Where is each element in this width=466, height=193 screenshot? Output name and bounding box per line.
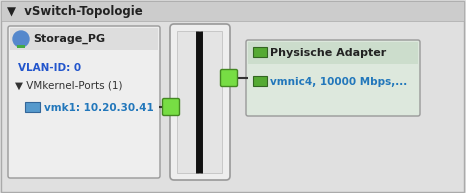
Text: vmnic4, 10000 Mbps,...: vmnic4, 10000 Mbps,... (270, 77, 407, 87)
FancyBboxPatch shape (201, 31, 222, 173)
Text: ▼  vSwitch-Topologie: ▼ vSwitch-Topologie (7, 4, 143, 18)
Circle shape (13, 31, 29, 47)
FancyBboxPatch shape (8, 26, 160, 178)
FancyBboxPatch shape (170, 24, 230, 180)
FancyBboxPatch shape (163, 98, 179, 115)
Text: Physische Adapter: Physische Adapter (270, 48, 386, 58)
FancyBboxPatch shape (248, 42, 418, 64)
FancyBboxPatch shape (17, 45, 25, 48)
FancyBboxPatch shape (253, 47, 267, 57)
FancyBboxPatch shape (10, 28, 158, 50)
Text: vmk1: 10.20.30.41: vmk1: 10.20.30.41 (44, 103, 154, 113)
Text: Storage_PG: Storage_PG (33, 34, 105, 44)
FancyBboxPatch shape (1, 1, 464, 21)
FancyBboxPatch shape (220, 69, 238, 86)
FancyBboxPatch shape (246, 40, 420, 116)
FancyBboxPatch shape (177, 31, 198, 173)
FancyBboxPatch shape (253, 76, 267, 86)
Text: VLAN-ID: 0: VLAN-ID: 0 (18, 63, 81, 73)
Text: ▼ VMkernel-Ports (1): ▼ VMkernel-Ports (1) (15, 81, 123, 91)
FancyBboxPatch shape (25, 102, 40, 112)
